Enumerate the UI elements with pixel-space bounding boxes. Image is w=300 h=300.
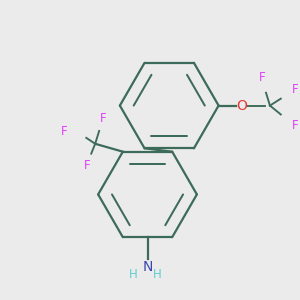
Text: H: H	[129, 268, 138, 281]
Text: F: F	[259, 71, 266, 84]
Text: F: F	[84, 159, 91, 172]
Text: F: F	[292, 119, 299, 132]
Text: H: H	[153, 268, 162, 281]
Text: O: O	[236, 99, 247, 112]
Text: F: F	[100, 112, 106, 124]
Text: F: F	[61, 125, 68, 138]
Text: N: N	[142, 260, 153, 274]
Text: F: F	[292, 83, 299, 96]
